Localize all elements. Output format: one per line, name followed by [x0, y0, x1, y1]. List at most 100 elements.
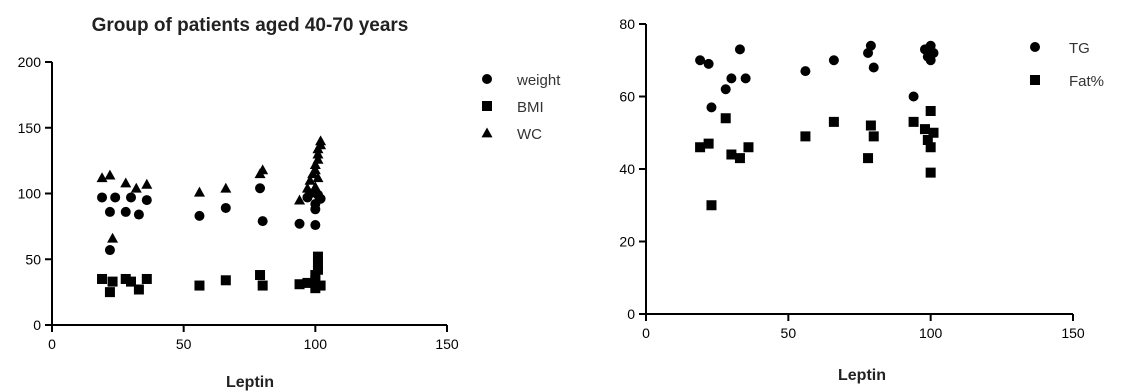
- chart-0-x-tick-label: 150: [435, 336, 459, 352]
- chart-0-point-WC: [104, 169, 116, 180]
- chart-1-point-Fat%: [922, 135, 933, 145]
- chart-0-point-weight: [257, 216, 268, 227]
- chart-left-title: Group of patients aged 40-70 years: [92, 15, 409, 36]
- chart-0-point-weight: [104, 206, 115, 217]
- chart-right-xlabel: Leptin: [838, 367, 886, 384]
- chart-1-point-TG: [726, 73, 737, 84]
- chart-1-point-Fat%: [734, 153, 745, 164]
- chart-1-point-TG: [928, 48, 939, 58]
- chart-0-point-BMI: [141, 273, 152, 284]
- chart-1-point-Fat%: [695, 142, 706, 153]
- chart-1-legend-label-Fat%: Fat%: [1069, 73, 1104, 90]
- chart-0-series-WC: [96, 135, 327, 243]
- chart-1-point-TG: [868, 62, 879, 73]
- chart-0-point-BMI: [194, 280, 205, 291]
- chart-0-point-WC: [312, 153, 324, 164]
- chart-0-point-WC: [220, 182, 232, 193]
- chart-0-y-tick-label: 150: [18, 120, 42, 136]
- chart-0-point-WC: [141, 178, 153, 189]
- chart-1-point-TG: [828, 55, 839, 66]
- chart-1-x-tick-label: 100: [919, 325, 943, 341]
- chart-0-point-BMI: [104, 287, 115, 298]
- chart-1-point-Fat%: [925, 142, 936, 153]
- chart-1-series-Fat%: [695, 106, 939, 211]
- chart-1-point-TG: [706, 102, 717, 113]
- chart-0-point-WC: [107, 232, 119, 243]
- chart-0-point-weight: [141, 195, 152, 206]
- chart-0-point-weight: [194, 210, 205, 221]
- chart-0-point-weight: [220, 202, 231, 213]
- chart-1-point-Fat%: [703, 138, 714, 149]
- chart-1-point-Fat%: [908, 116, 919, 127]
- chart-1-point-TG: [865, 40, 876, 51]
- chart-0-point-WC: [294, 194, 306, 205]
- chart-1-point-Fat%: [925, 106, 936, 116]
- chart-1-axes: [639, 23, 1074, 321]
- chart-1-point-Fat%: [726, 149, 737, 160]
- chart-1-legend-label-TG: TG: [1069, 40, 1090, 57]
- chart-0-legend-marker-WC: [481, 127, 493, 138]
- chart-0-point-WC: [312, 172, 324, 183]
- chart-0-point-WC: [304, 174, 316, 185]
- chart-0-series-weight: [97, 183, 326, 256]
- chart-0-x-tick-label: 100: [304, 336, 328, 352]
- chart-0-point-BMI: [97, 273, 108, 284]
- chart-1-point-TG: [740, 73, 751, 84]
- chart-0-point-BMI: [257, 280, 268, 291]
- chart-1-legend-marker-TG: [1030, 42, 1040, 52]
- chart-0-point-weight: [97, 192, 108, 203]
- chart-1-point-Fat%: [925, 167, 936, 178]
- chart-0-point-weight: [120, 206, 131, 217]
- chart-0-legend-marker-BMI: [482, 101, 492, 111]
- chart-0-point-BMI: [220, 275, 231, 286]
- chart-1-point-TG: [800, 66, 811, 77]
- chart-0-point-WC: [193, 186, 205, 197]
- chart-0-point-BMI: [310, 270, 321, 281]
- chart-0-x-tick-label: 0: [48, 336, 56, 352]
- chart-0-point-weight: [315, 193, 326, 204]
- chart-1-point-TG: [703, 58, 714, 69]
- chart-1-legend-marker-Fat%: [1030, 75, 1040, 85]
- chart-0-point-BMI: [294, 279, 305, 290]
- chart-0-point-weight: [110, 192, 121, 203]
- chart-1-point-Fat%: [706, 200, 717, 211]
- chart-0-point-BMI: [312, 264, 323, 275]
- chart-0-point-BMI: [133, 284, 144, 295]
- chart-1-y-tick-label: 80: [619, 16, 635, 32]
- chart-0-point-WC: [301, 182, 313, 193]
- chart-1-point-Fat%: [865, 120, 876, 131]
- chart-1-point-Fat%: [800, 131, 811, 142]
- chart-0-point-BMI: [312, 251, 323, 262]
- chart-0-point-BMI: [126, 276, 136, 287]
- chart-0-point-WC: [309, 181, 321, 192]
- chart-1-point-Fat%: [743, 142, 754, 153]
- chart-0-point-BMI: [302, 277, 313, 288]
- chart-0-y-tick-label: 0: [33, 317, 41, 333]
- chart-1-x-tick-label: 0: [642, 325, 650, 341]
- chart-1-point-Fat%: [720, 113, 731, 124]
- chart-0-y-tick-label: 50: [25, 251, 41, 267]
- chart-0-point-WC: [309, 159, 321, 169]
- chart-0-point-BMI: [310, 275, 321, 286]
- chart-1-y-tick-label: 60: [619, 89, 635, 105]
- chart-1-point-Fat%: [919, 124, 930, 135]
- chart-0-point-BMI: [120, 273, 131, 284]
- chart-0-point-WC: [309, 164, 321, 175]
- chart-0-point-weight: [126, 192, 136, 203]
- chart-0-legend-label-BMI: BMI: [517, 99, 544, 116]
- chart-0-point-WC: [130, 182, 142, 193]
- chart-1-point-Fat%: [863, 153, 874, 164]
- chart-0-point-weight: [104, 245, 115, 256]
- chart-1-point-TG: [908, 91, 919, 102]
- chart-0-y-tick-label: 100: [18, 186, 42, 202]
- chart-left: Group of patients aged 40-70 years Lepti…: [18, 15, 562, 391]
- chart-0-point-BMI: [107, 276, 118, 287]
- chart-left-xlabel: Leptin: [226, 374, 274, 391]
- chart-0-point-weight: [255, 183, 266, 194]
- chart-0-y-tick-label: 200: [18, 54, 42, 70]
- chart-0-point-BMI: [315, 280, 326, 291]
- chart-1-x-tick-label: 50: [781, 325, 797, 341]
- chart-0-x-tick-label: 50: [176, 336, 192, 352]
- chart-0-point-WC: [120, 177, 132, 188]
